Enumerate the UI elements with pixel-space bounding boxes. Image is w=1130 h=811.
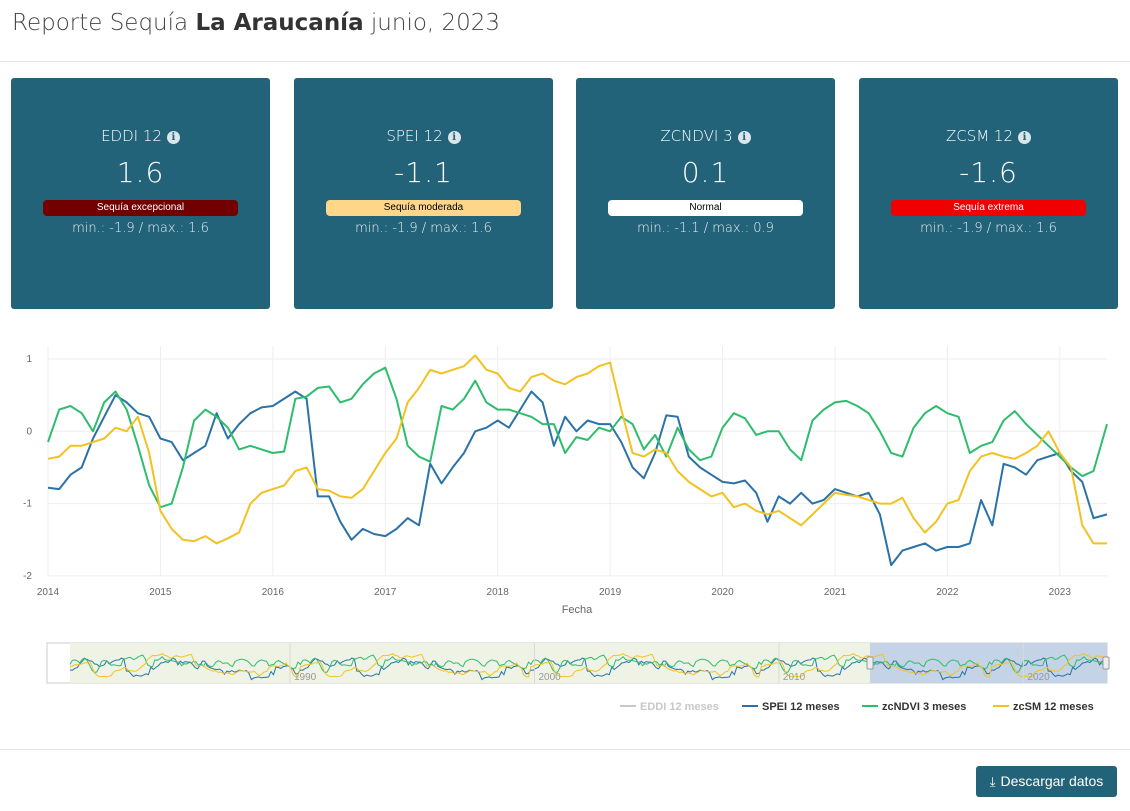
y-tick-label: 0 [26,426,32,437]
series-line-3 [47,354,1107,545]
slider-series-3 [69,653,1106,678]
card-eddi: EDDI 12 i 1.6 Sequía excepcional min.: -1… [11,78,270,309]
info-icon[interactable]: i [166,131,180,144]
y-tick-label: -2 [23,571,32,582]
card-range: min.: -1.9 / max.: 1.6 [355,221,492,236]
y-tick-label: -1 [23,499,32,510]
legend-item[interactable]: zcNDVI 3 meses [862,701,966,713]
footer-divider [0,749,1130,750]
card-title: EDDI 12 i [11,127,270,145]
card-zcndvi: ZCNDVI 3 i 0.1 Normal min.: -1.1 / max.: … [576,78,835,309]
card-title: ZCNDVI 3 i [576,127,835,145]
info-icon[interactable]: i [1018,131,1032,144]
x-tick-label: 2014 [37,587,60,598]
card-value: -1.6 [959,156,1018,189]
header-divider [0,61,1130,62]
drought-chart: 1 0 -1 -2 2014 2015 2016 2017 2018 2019 2020 2021 20… [0,330,1130,720]
indicator-cards: EDDI 12 i 1.6 Sequía excepcional min.: -1… [11,78,1118,309]
card-title-text: EDDI 12 [101,127,162,145]
download-icon: ⤓ [989,774,996,789]
x-axis-label: Fecha [562,604,593,616]
y-tick-label: 1 [26,354,32,365]
title-period: junio, 2023 [370,10,501,36]
download-button[interactable]: ⤓ Descargar datos [976,766,1117,797]
slider-tick-label: 2020 [1027,672,1050,683]
x-tick-label: 2022 [936,587,959,598]
slider-tick-label: 2010 [783,672,806,683]
slider-handle-left[interactable] [866,656,874,670]
card-range: min.: -1.9 / max.: 1.6 [72,221,209,236]
slider-series-2 [69,654,1107,673]
status-badge: Normal [608,200,803,216]
range-slider-unselected [70,643,870,683]
status-badge: Sequía excepcional [43,200,238,216]
x-tick-label: 2023 [1049,587,1072,598]
legend-label: zcNDVI 3 meses [882,701,966,713]
card-value: 0.1 [681,156,730,189]
legend-label: EDDI 12 meses [640,701,719,713]
slider-tick-label: 2000 [538,672,561,683]
title-prefix: Reporte Sequía [12,10,189,36]
legend-label: zcSM 12 meses [1013,701,1094,713]
series-line-1 [47,390,1108,567]
series-line-2 [47,366,1108,509]
legend-item[interactable]: SPEI 12 meses [742,701,840,713]
card-title-text: ZCNDVI 3 [660,127,733,145]
x-tick-label: 2016 [262,587,285,598]
x-tick-label: 2018 [487,587,510,598]
info-icon[interactable]: i [447,131,461,144]
legend-item[interactable]: EDDI 12 meses [620,701,719,713]
card-title: SPEI 12 i [294,127,553,145]
status-badge: Sequía extrema [891,200,1086,216]
card-value: 1.6 [116,156,165,189]
x-tick-label: 2021 [824,587,847,598]
download-label: Descargar datos [1000,773,1104,789]
card-range: min.: -1.1 / max.: 0.9 [637,221,774,236]
card-value: -1.1 [394,156,453,189]
card-title-text: ZCSM 12 [945,127,1014,145]
x-tick-label: 2015 [149,587,172,598]
x-tick-label: 2019 [599,587,622,598]
card-range: min.: -1.9 / max.: 1.6 [920,221,1057,236]
slider-handle-right[interactable] [1102,656,1110,670]
card-title-text: SPEI 12 [386,127,443,145]
x-tick-label: 2017 [374,587,397,598]
card-zcsm: ZCSM 12 i -1.6 Sequía extrema min.: -1.9 … [859,78,1118,309]
chart-svg: 1 0 -1 -2 2014 2015 2016 2017 2018 2019 2020 2021 20… [23,346,1110,713]
info-icon[interactable]: i [737,131,751,144]
legend-label: SPEI 12 meses [762,701,840,713]
x-tick-label: 2020 [711,587,734,598]
card-title: ZCSM 12 i [859,127,1118,145]
legend-item[interactable]: zcSM 12 meses [993,701,1094,713]
region-name: La Araucanía [195,10,364,36]
status-badge: Sequía moderada [326,200,521,216]
card-spei: SPEI 12 i -1.1 Sequía moderada min.: -1.9… [294,78,553,309]
slider-tick-label: 1990 [294,672,317,683]
page-title: Reporte Sequía La Araucanía junio, 2023 [12,10,500,36]
